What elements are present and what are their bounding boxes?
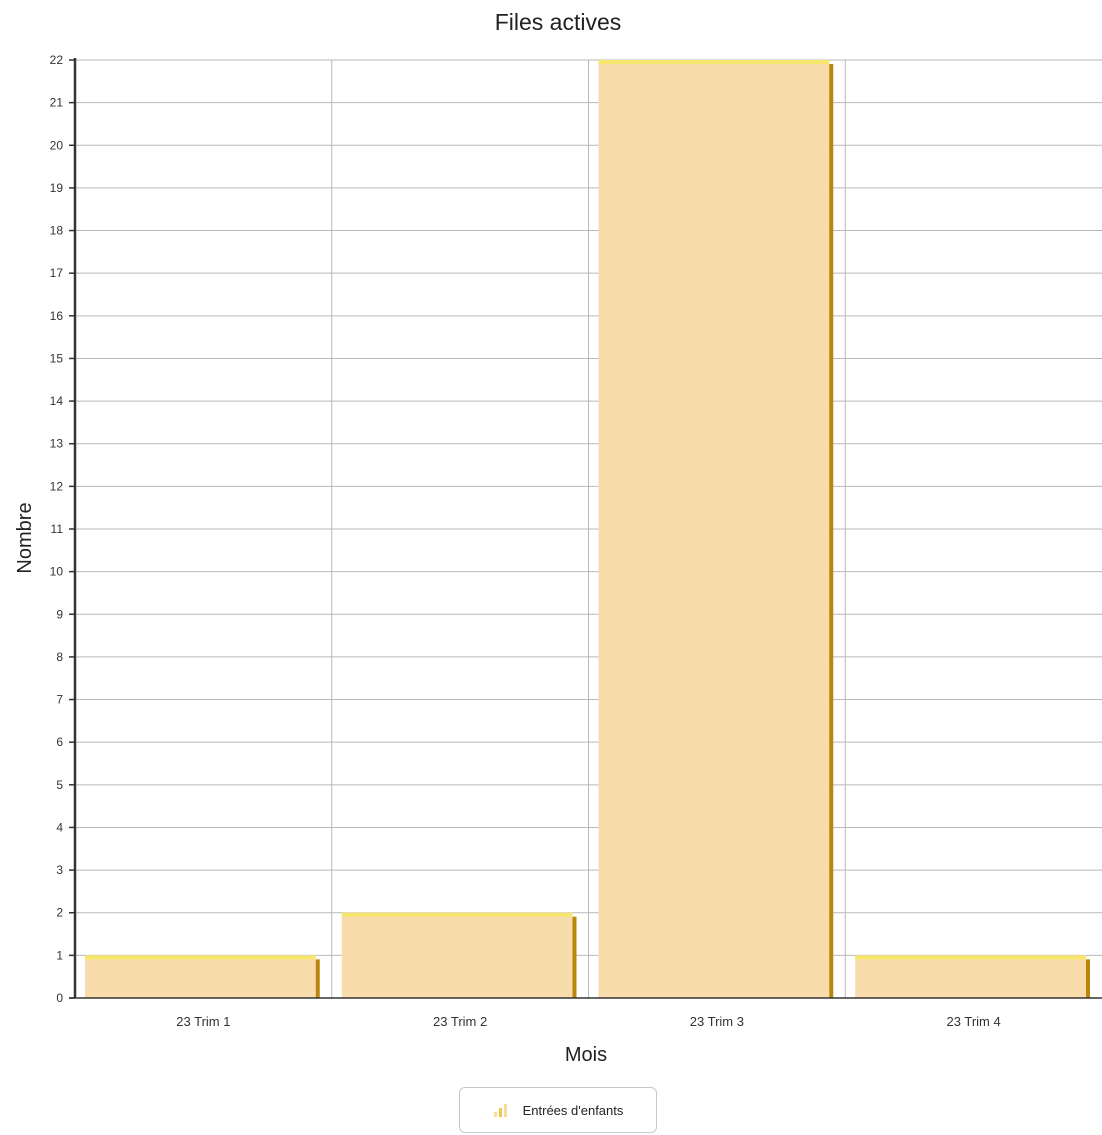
bar-side-edge	[315, 959, 320, 998]
x-tick-label: 23 Trim 3	[690, 1014, 744, 1029]
bar-side-edge	[1086, 959, 1090, 998]
y-tick-label: 0	[56, 991, 63, 1005]
y-tick-label: 7	[56, 693, 63, 707]
y-tick-label: 4	[56, 820, 63, 834]
y-tick-label: 1	[56, 948, 63, 962]
x-tick-label: 23 Trim 4	[947, 1014, 1001, 1029]
y-tick-label: 20	[50, 138, 64, 152]
bar	[855, 955, 1086, 998]
x-tick-label: 23 Trim 2	[433, 1014, 487, 1029]
y-tick-label: 14	[50, 394, 64, 408]
x-axis-label: Mois	[565, 1044, 607, 1066]
y-tick-label: 3	[56, 863, 63, 877]
bar	[341, 912, 573, 998]
bar-side-edge	[829, 64, 834, 998]
y-tick-label: 13	[50, 437, 64, 451]
bar-top-edge	[598, 60, 830, 64]
x-tick-label: 23 Trim 1	[176, 1014, 230, 1029]
y-tick-label: 11	[51, 522, 64, 536]
bar	[598, 60, 830, 998]
y-axis-label: Nombre	[14, 502, 36, 573]
gridlines	[75, 59, 1102, 999]
y-tick-label: 17	[50, 266, 64, 280]
bar-side-edge	[572, 916, 577, 998]
bar-top-edge	[855, 955, 1086, 960]
y-tick-label: 9	[56, 607, 63, 621]
bar-top-edge	[85, 955, 316, 960]
y-tick-label: 19	[50, 181, 64, 195]
y-axis	[69, 58, 1102, 999]
legend-label: Entrées d'enfants	[522, 1102, 624, 1118]
bars	[85, 60, 1090, 998]
bar-chart-icon	[493, 1104, 507, 1117]
y-tick-label: 2	[56, 906, 63, 920]
chart-title: Files actives	[495, 9, 622, 35]
y-tick-label: 16	[50, 309, 64, 323]
bar	[85, 955, 316, 998]
y-tick-label: 5	[56, 778, 63, 792]
y-tick-label: 12	[50, 479, 64, 493]
y-tick-label: 21	[50, 96, 64, 110]
y-tick-label: 15	[50, 351, 64, 365]
y-tick-label: 8	[56, 650, 63, 664]
bar-top-edge	[341, 912, 573, 917]
legend[interactable]: Entrées d'enfants	[459, 1087, 657, 1133]
y-tick-label: 6	[56, 735, 63, 749]
y-tick-label: 10	[50, 565, 64, 579]
y-tick-label: 18	[50, 224, 64, 238]
y-tick-label: 22	[50, 53, 64, 67]
x-tick-labels: 23 Trim 1 23 Trim 2 23 Trim 3 23 Trim 4	[176, 1014, 1000, 1029]
bar-chart: Files actives Nombre Mois 01234567891011…	[14, 9, 1102, 1066]
